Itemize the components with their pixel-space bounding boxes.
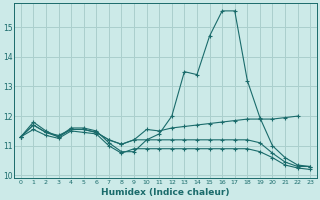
X-axis label: Humidex (Indice chaleur): Humidex (Indice chaleur) bbox=[101, 188, 230, 197]
